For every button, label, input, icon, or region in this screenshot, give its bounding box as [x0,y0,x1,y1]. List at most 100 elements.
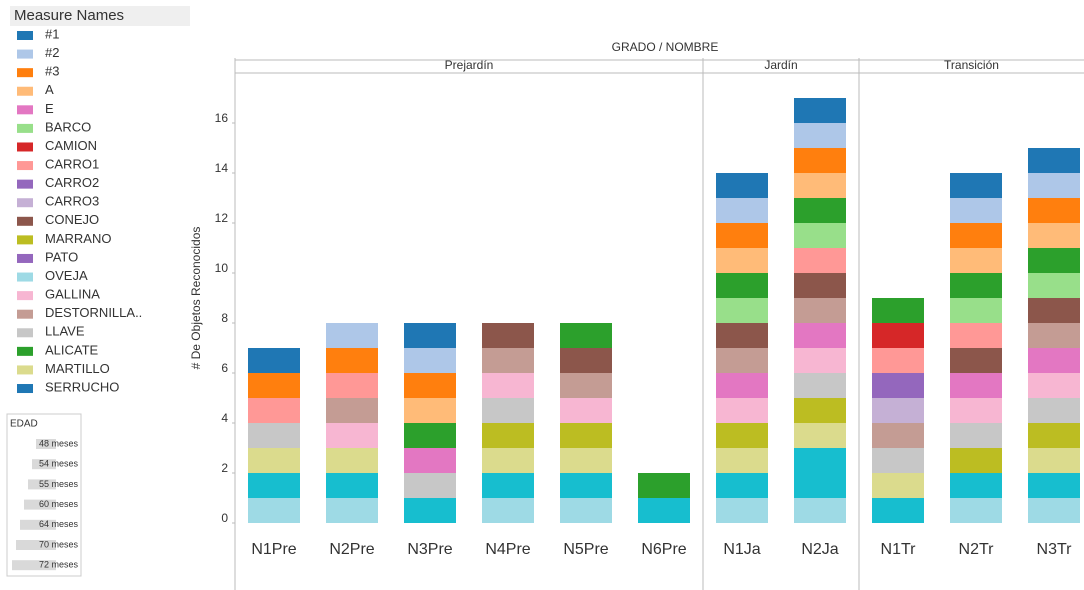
size-legend-label: 72 meses [39,560,79,570]
y-tick-label: 4 [221,411,228,425]
legend-label: #2 [45,45,59,60]
legend-swatch [17,216,33,226]
legend-swatch [17,179,33,189]
bar-segment [248,473,300,498]
bar-segment [794,148,846,173]
y-tick-label: 14 [215,161,229,175]
legend-swatch [17,161,33,171]
bar-segment [248,423,300,448]
bar-segment [326,498,378,523]
bar-segment [872,348,924,373]
legend-swatch [17,272,33,282]
bar-segment [1028,348,1080,373]
legend-title: Measure Names [14,7,124,24]
bar-segment [326,373,378,398]
bar-segment [560,398,612,423]
bar-segment [872,448,924,473]
bar-segment [950,273,1002,298]
bar-segment [716,398,768,423]
bar-segment [482,423,534,448]
bar-segment [560,473,612,498]
size-legend-bar [28,479,56,490]
bar-segment [1028,498,1080,523]
bar-segment [404,498,456,523]
legend-label: CONEJO [45,212,99,227]
bar-segment [872,398,924,423]
size-legend-label: 70 meses [39,539,79,549]
bar-segment [950,223,1002,248]
legend-label: LLAVE [45,324,85,339]
size-legend-label: 54 meses [39,459,79,469]
size-legend-label: 64 meses [39,519,79,529]
x-tick-label: N6Pre [641,541,686,558]
bar-segment [794,498,846,523]
size-legend-bar [32,459,56,470]
bar-segment [794,273,846,298]
size-legend-bar [24,499,56,510]
size-legend-bar [36,439,56,449]
bar-segment [638,473,690,498]
y-tick-label: 10 [215,261,229,275]
bar-segment [872,473,924,498]
bar-segment [872,498,924,523]
bar-segment [248,348,300,373]
legend-swatch [17,328,33,338]
bar-segment [560,423,612,448]
bar-segment [950,298,1002,323]
bar-segment [404,348,456,373]
bar-segment [872,373,924,398]
x-tick-label: N2Tr [959,541,995,558]
bar-segment [794,373,846,398]
legend-swatch [17,346,33,356]
bar-segment [794,398,846,423]
legend-swatch [17,365,33,375]
legend-label: #3 [45,64,59,79]
size-legend-label: 60 meses [39,499,79,509]
group-label: Transición [944,58,999,72]
legend-swatch [17,123,33,133]
legend-label: GALLINA [45,287,100,302]
legend-label: MARRANO [45,231,111,246]
bar-segment [638,498,690,523]
bar-segment [482,348,534,373]
bar-segment [326,323,378,348]
x-tick-label: N3Pre [407,541,452,558]
legend-swatch [17,86,33,96]
bar-segment [1028,373,1080,398]
bar-segment [482,498,534,523]
bar-segment [1028,398,1080,423]
y-tick-label: 6 [221,361,228,375]
legend-label: OVEJA [45,268,88,283]
bar-segment [872,323,924,348]
legend-swatch [17,198,33,208]
bar-segment [1028,448,1080,473]
bar-segment [1028,223,1080,248]
x-tick-label: N1Pre [251,541,296,558]
legend-label: ALICATE [45,342,99,357]
bar-segment [482,398,534,423]
legend-swatch [17,142,33,152]
bar-segment [716,198,768,223]
bar-segment [716,373,768,398]
bar-segment [326,423,378,448]
bar-segment [716,273,768,298]
x-tick-label: N1Tr [881,541,917,558]
x-tick-label: N4Pre [485,541,530,558]
y-tick-label: 2 [221,461,228,475]
legend-label: DESTORNILLA.. [45,305,142,320]
size-legend-bar [20,519,56,530]
bar-segment [482,473,534,498]
group-label: Prejardín [445,58,494,72]
bar-segment [1028,473,1080,498]
bar-segment [950,173,1002,198]
bar-segment [404,323,456,348]
size-legend-bar [16,540,56,550]
legend-label: PATO [45,249,78,264]
group-label: Jardín [764,58,797,72]
x-tick-label: N2Ja [801,541,838,558]
bar-segment [560,448,612,473]
bar-segment [716,473,768,498]
bar-segment [404,448,456,473]
header-title: GRADO / NOMBRE [612,40,719,54]
